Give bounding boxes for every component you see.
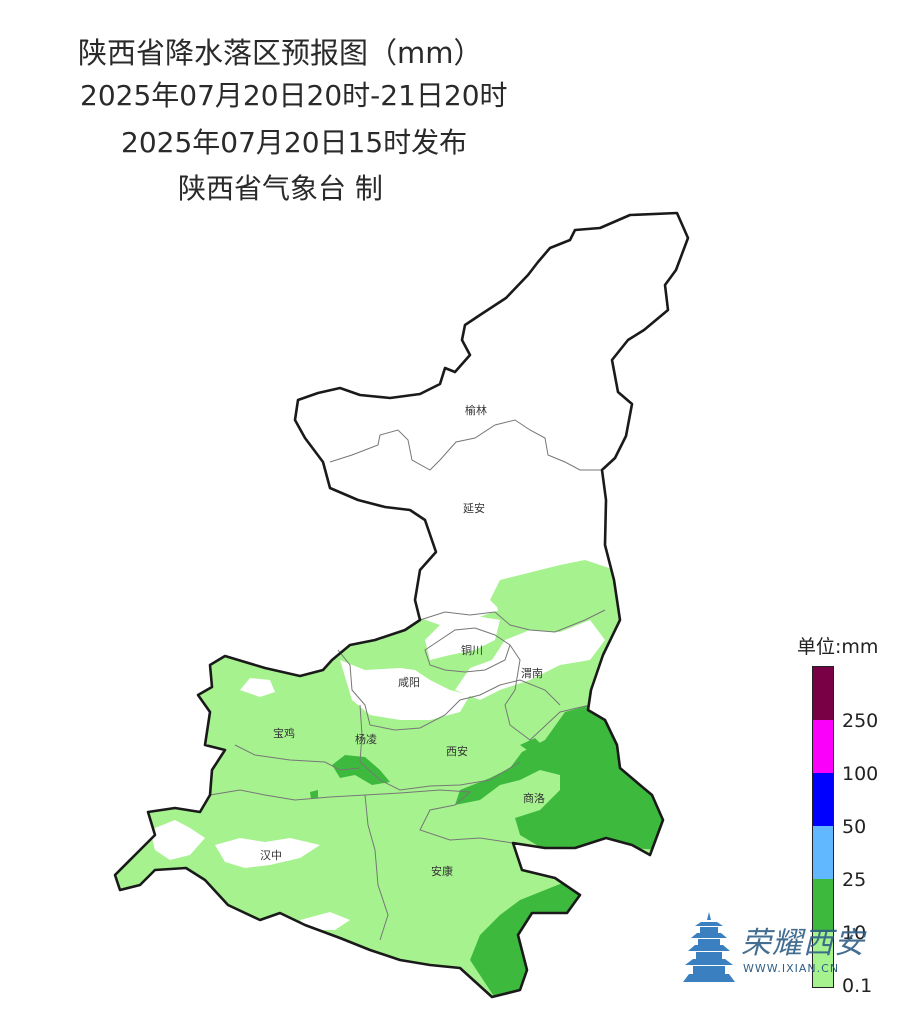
city-labels: 榆林 延安 铜川 咸阳 渭南 宝鸡 杨凌 西安 商洛 汉中 安康 — [260, 403, 545, 878]
city-label-weinan: 渭南 — [521, 667, 543, 680]
rain-moderate-xian — [520, 738, 545, 752]
legend-swatch-10-25 — [813, 879, 833, 932]
dry-zone-baoji — [240, 678, 275, 697]
boundary-yulin-yanan — [329, 419, 602, 471]
dry-zone-ankang — [300, 912, 350, 930]
legend-title: 单位:mm — [797, 636, 879, 658]
dry-zone-tongchuan — [425, 615, 500, 660]
pagoda-logo-icon — [683, 912, 735, 982]
city-label-shangluo: 商洛 — [523, 791, 545, 805]
legend-tick-50: 50 — [842, 816, 867, 838]
boundary-xian — [359, 704, 521, 791]
city-label-xianyang: 咸阳 — [398, 676, 420, 689]
legend-swatch-50-100 — [813, 773, 833, 826]
forecast-period: 2025年07月20日20时-21日20时 — [80, 79, 508, 112]
city-label-hanzhong: 汉中 — [260, 849, 282, 862]
city-label-yulin: 榆林 — [465, 403, 487, 417]
city-label-yanan: 延安 — [463, 501, 485, 515]
dry-zone-hanzhong-w — [150, 820, 205, 860]
rain-moderate-yangling — [332, 755, 390, 785]
legend-tick-100: 100 — [842, 763, 879, 785]
dry-zone-xianyang — [340, 660, 470, 720]
city-label-yangling: 杨凌 — [355, 732, 377, 746]
producer: 陕西省气象台 制 — [178, 172, 383, 205]
boundary-shangluo — [364, 789, 514, 844]
rain-moderate-ankang — [470, 880, 585, 997]
city-boundaries — [209, 419, 606, 941]
boundary-tongchuan — [424, 627, 511, 673]
dry-zone-hanzhong-c — [215, 838, 320, 868]
legend-tick-0.1: 0.1 — [842, 975, 873, 997]
rain-light-north — [496, 563, 615, 630]
boundary-yanan-south — [419, 609, 606, 633]
legend-swatch-100-250 — [813, 720, 833, 773]
legend-tick-250: 250 — [842, 710, 879, 732]
city-label-baoji: 宝鸡 — [273, 726, 295, 740]
city-label-xian: 西安 — [446, 744, 468, 758]
rain-areas — [115, 560, 680, 997]
watermark: 荣耀西安 WWW.IXIAN.CN — [683, 912, 883, 984]
dry-zone-weinan — [455, 620, 605, 700]
rain-moderate-spot — [310, 790, 318, 799]
watermark-url: WWW.IXIAN.CN — [743, 962, 840, 975]
legend-swatch-250plus — [813, 667, 833, 720]
legend-swatch-0.1-10 — [813, 932, 833, 987]
map-title: 陕西省降水落区预报图（mm） — [78, 36, 483, 70]
boundary-baoji — [234, 744, 361, 771]
city-label-tongchuan: 铜川 — [461, 643, 483, 657]
watermark-text: 荣耀西安 — [741, 926, 865, 961]
legend-tick-25: 25 — [842, 869, 867, 891]
legend-swatch-25-50 — [813, 826, 833, 879]
rain-moderate-shangluo — [455, 705, 665, 850]
boundary-weinan — [504, 644, 591, 741]
legend-colorbar — [812, 666, 834, 988]
city-label-ankang: 安康 — [431, 864, 453, 878]
legend-tick-10: 10 — [842, 922, 867, 944]
issue-time: 2025年07月20日15时发布 — [121, 126, 468, 159]
